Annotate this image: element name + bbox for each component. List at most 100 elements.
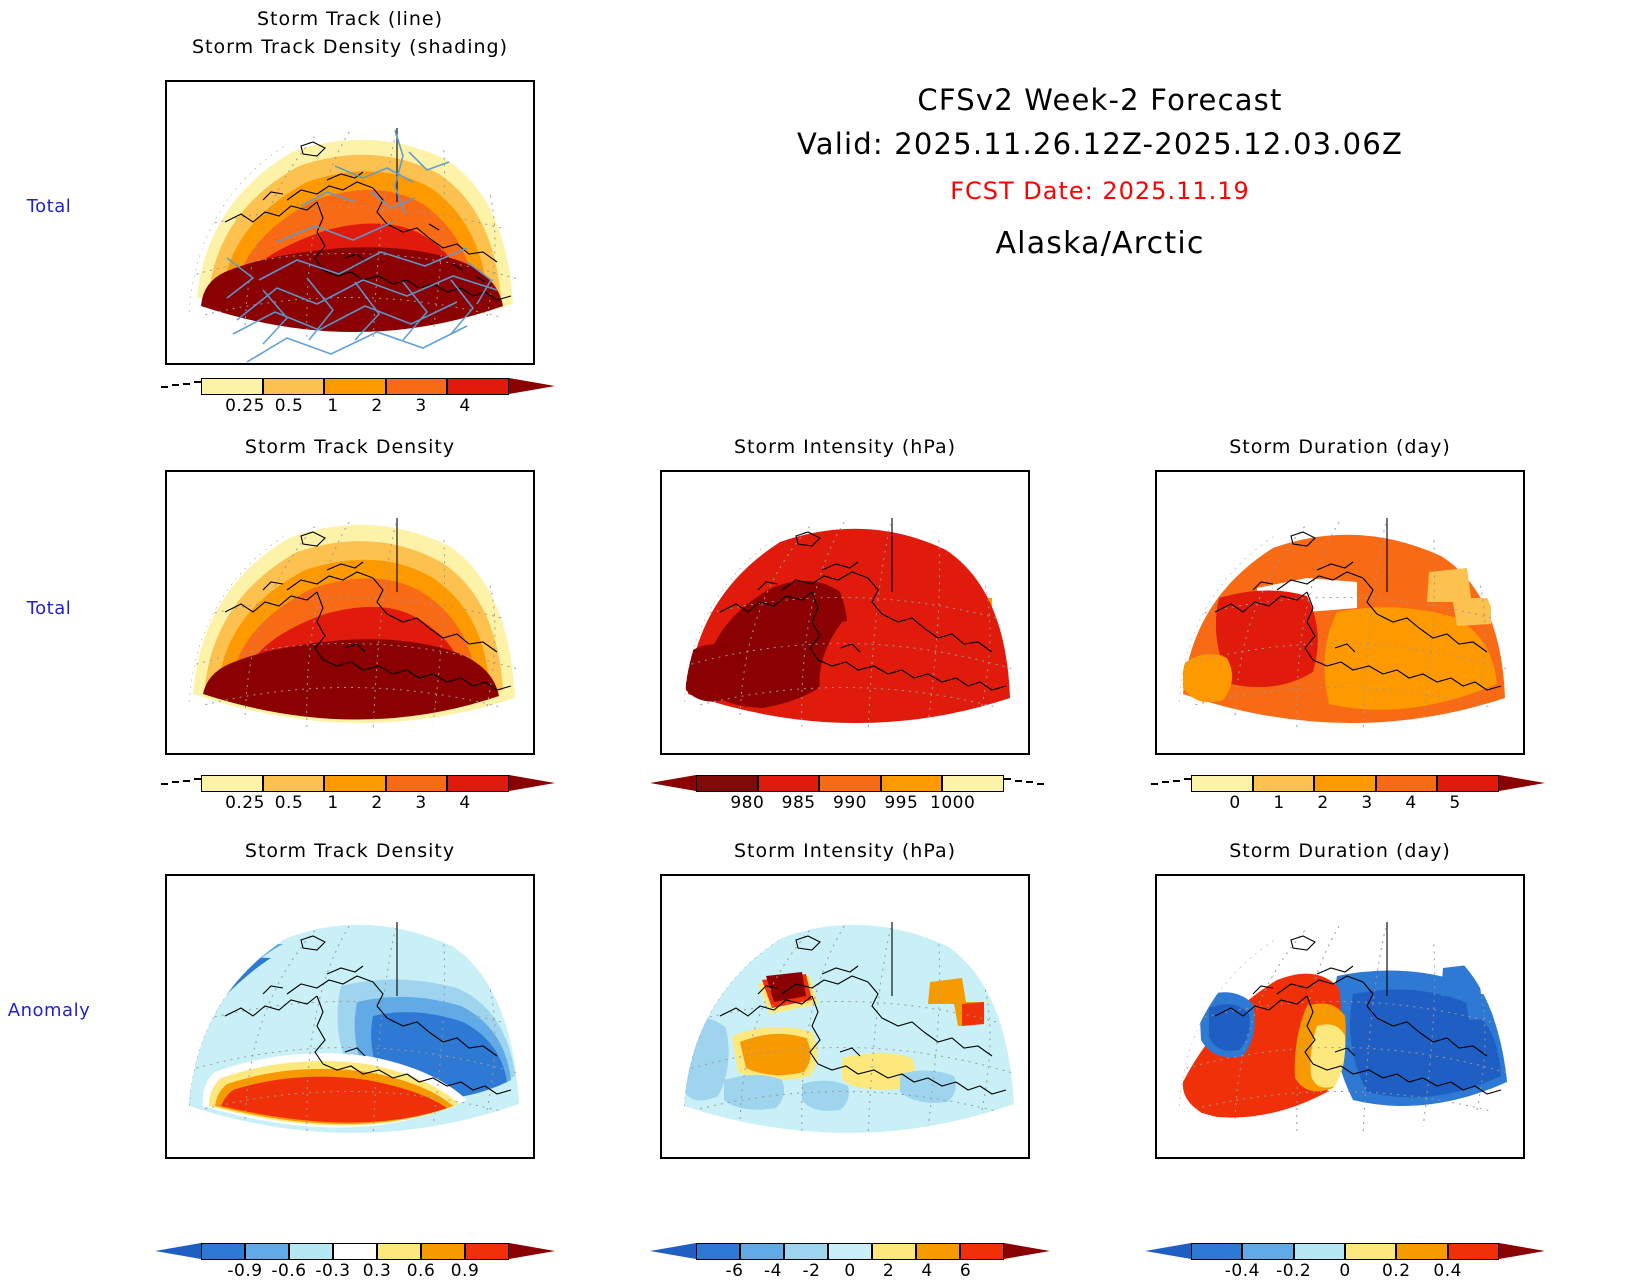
colorbar-tick-label: 990 [833, 793, 867, 813]
colorbar-extend-dash [1004, 778, 1011, 781]
colorbar-segment [333, 1243, 377, 1260]
colorbar-segment [819, 775, 881, 792]
colorbar-tick-label: 985 [781, 793, 816, 813]
colorbar-segment [289, 1243, 333, 1260]
colorbar-extend-dash [183, 382, 190, 385]
colorbar-tick-label: 2 [1317, 793, 1329, 813]
colorbar-extend-dash [1162, 781, 1169, 784]
colorbar-tick-label: -6 [725, 1261, 744, 1281]
colorbar-segment [784, 1243, 828, 1260]
colorbar-segment [465, 1243, 509, 1260]
panel-title-density-total: Storm Track Density [244, 436, 456, 458]
colorbar-segment [916, 1243, 960, 1260]
colorbar-tick-label: 1 [327, 793, 339, 813]
colorbar-density-total-2: 0.25 0.5 1 2 3 4 [155, 775, 555, 813]
forecast-header: CFSv2 Week-2 Forecast Valid: 2025.11.26.… [760, 78, 1440, 272]
colorbar-segment [960, 1243, 1004, 1260]
panel-title-duration-total: Storm Duration (day) [1229, 436, 1451, 458]
colorbar-segment [1437, 775, 1499, 792]
colorbar-tick-label: 0.25 [225, 793, 265, 813]
colorbar-tick-label: 2 [371, 396, 383, 416]
colorbar-segment [201, 775, 263, 792]
colorbar-tick-label: 0.2 [1382, 1261, 1411, 1281]
map-panel-storm-duration-anomaly[interactable] [1155, 874, 1525, 1159]
colorbar-density-anomaly: -0.9 -0.6 -0.3 0.3 0.6 0.9 [155, 1243, 555, 1281]
colorbar-tick-label: -4 [764, 1261, 782, 1281]
colorbar-tick-label: -2 [802, 1261, 821, 1281]
colorbar-segment [1191, 775, 1253, 792]
colorbar-intensity-anomaly: -6 -4 -2 0 2 4 6 [650, 1243, 1050, 1281]
colorbar-extend-right [509, 775, 555, 791]
colorbar-segment [880, 775, 943, 792]
colorbar-tick-label: 995 [884, 793, 919, 813]
colorbar-segment [740, 1243, 784, 1260]
colorbar-extend-right [509, 378, 555, 394]
colorbar-segment [1242, 1243, 1294, 1260]
colorbar-tick-label: -0.4 [1224, 1261, 1260, 1281]
map-panel-storm-track-line-density[interactable] [165, 80, 535, 365]
colorbar-tick-label: 0.6 [406, 1261, 436, 1281]
colorbar-extend-left [650, 775, 696, 791]
forecast-title: CFSv2 Week-2 Forecast [917, 83, 1283, 117]
colorbar-segment [201, 1243, 245, 1260]
colorbar-extend-dash [1037, 783, 1044, 785]
colorbar-extend-dash [183, 779, 190, 782]
colorbar-extend-right [1499, 1243, 1545, 1259]
panel-title-storm-track-line: Storm Track (line) [256, 8, 444, 30]
colorbar-segment [201, 378, 263, 395]
map-panel-storm-intensity-anomaly[interactable] [660, 874, 1030, 1159]
colorbar-tick-label: 0.3 [362, 1261, 392, 1281]
colorbar-segment [757, 775, 820, 792]
row-label-total-1: Total [26, 196, 72, 217]
panel-title-duration-anomaly: Storm Duration (day) [1229, 840, 1451, 862]
colorbar-segment [447, 378, 509, 395]
colorbar-extend-dash [1151, 783, 1158, 785]
colorbar-extend-dash [161, 783, 168, 785]
colorbar-density-total-1: 0.25 0.5 1 2 3 4 [155, 378, 555, 416]
colorbar-tick-label: 3 [415, 396, 427, 416]
colorbar-extend-left [155, 1243, 201, 1259]
map-panel-storm-duration-total[interactable] [1155, 470, 1525, 755]
colorbar-segment [447, 775, 509, 792]
colorbar-segment [1191, 1243, 1243, 1260]
colorbar-extend-dash [1026, 781, 1033, 784]
colorbar-segment [1293, 1243, 1345, 1260]
panel-title-storm-track-density-shading: Storm Track Density (shading) [191, 36, 509, 58]
colorbar-tick-label: -0.3 [315, 1261, 351, 1281]
colorbar-segment [324, 378, 386, 395]
colorbar-tick-label: 0.5 [274, 396, 304, 416]
forecast-valid-period: Valid: 2025.11.26.12Z-2025.12.03.06Z [796, 127, 1404, 161]
colorbar-extend-dash [1015, 779, 1022, 782]
panel-title-intensity-anomaly: Storm Intensity (hPa) [733, 840, 956, 862]
colorbar-extend-dash [1184, 778, 1191, 781]
colorbar-tick-label: 3 [415, 793, 427, 813]
colorbar-segment [1396, 1243, 1448, 1260]
colorbar-tick-label: 6 [959, 1261, 972, 1281]
colorbar-segment [245, 1243, 289, 1260]
map-panel-storm-intensity-total[interactable] [660, 470, 1030, 755]
map-panel-storm-track-density-anomaly[interactable] [165, 874, 535, 1159]
panel-title-density-anomaly: Storm Track Density [244, 840, 456, 862]
colorbar-segment [324, 775, 386, 792]
colorbar-tick-label: 0.4 [1433, 1261, 1462, 1281]
colorbar-tick-label: 4 [921, 1261, 933, 1281]
colorbar-segment [696, 775, 758, 792]
colorbar-segment [385, 378, 448, 395]
colorbar-tick-label: 0 [1229, 793, 1241, 813]
colorbar-segment [696, 1243, 740, 1260]
colorbar-tick-label: 0 [1339, 1261, 1351, 1281]
panel-title-intensity-total: Storm Intensity (hPa) [733, 436, 956, 458]
colorbar-tick-label: 4 [459, 793, 471, 813]
colorbar-tick-label: 2 [371, 793, 383, 813]
colorbar-segment [421, 1243, 465, 1260]
colorbar-segment [828, 1243, 872, 1260]
row-label-total-2: Total [26, 598, 72, 619]
colorbar-tick-label: -0.2 [1276, 1261, 1312, 1281]
map-panel-storm-track-density-total[interactable] [165, 470, 535, 755]
colorbar-segment [1375, 775, 1438, 792]
colorbar-tick-label: -0.9 [227, 1261, 263, 1281]
forecast-region: Alaska/Arctic [995, 226, 1205, 261]
colorbar-tick-label: 980 [730, 793, 765, 813]
colorbar-tick-label: 4 [1405, 793, 1417, 813]
colorbar-segment [1252, 775, 1315, 792]
